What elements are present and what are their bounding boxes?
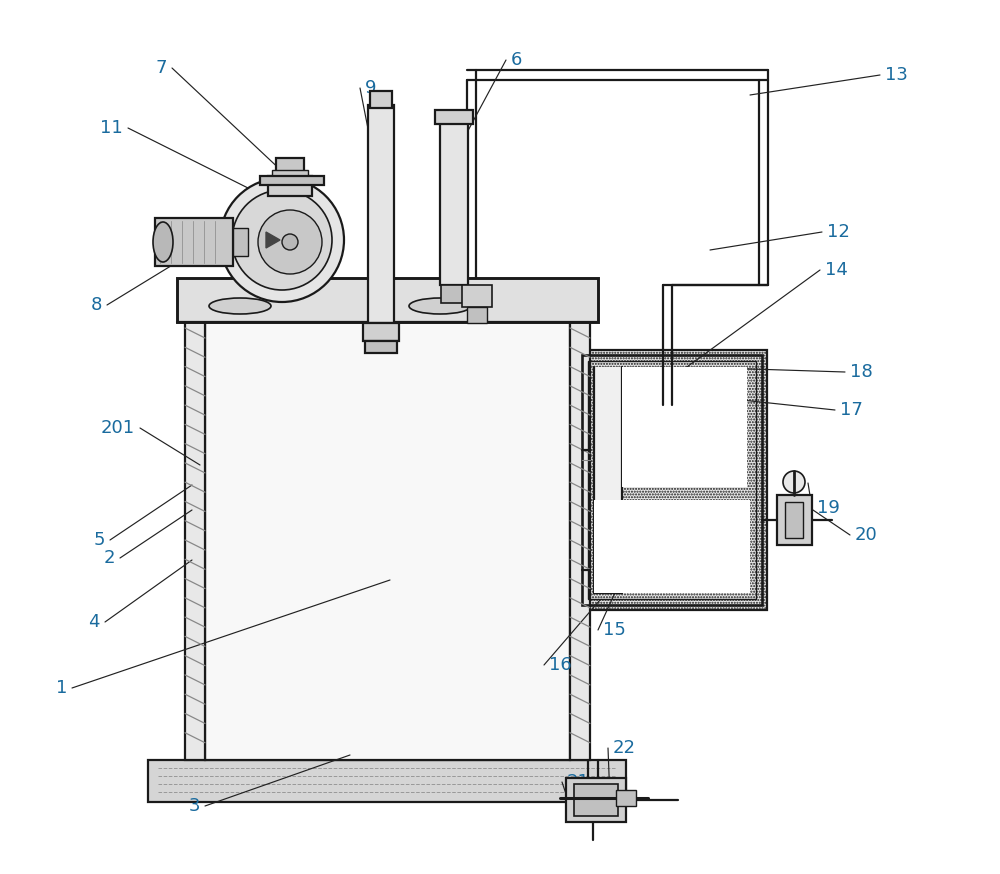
Bar: [205, 320, 570, 760]
Text: 20: 20: [855, 526, 878, 544]
Bar: [260, 176, 324, 185]
Bar: [467, 307, 487, 323]
Bar: [155, 218, 233, 266]
Bar: [588, 361, 756, 599]
Bar: [462, 285, 492, 307]
Text: 2: 2: [104, 549, 115, 567]
Bar: [148, 760, 626, 802]
Text: 9: 9: [365, 79, 376, 97]
Text: 11: 11: [100, 119, 123, 137]
Circle shape: [783, 471, 805, 493]
Ellipse shape: [153, 222, 173, 262]
Bar: [368, 105, 394, 323]
Bar: [441, 285, 467, 303]
Text: 13: 13: [885, 66, 908, 84]
Bar: [616, 790, 636, 806]
Bar: [435, 110, 473, 124]
Text: 21: 21: [567, 773, 590, 791]
Bar: [276, 158, 304, 180]
Text: 6: 6: [511, 51, 522, 69]
Bar: [622, 367, 747, 487]
Ellipse shape: [209, 298, 271, 314]
Text: 201: 201: [101, 419, 135, 437]
Bar: [440, 120, 468, 285]
Bar: [594, 367, 622, 593]
Circle shape: [220, 178, 344, 302]
Text: 16: 16: [549, 656, 572, 674]
Bar: [363, 323, 399, 341]
Circle shape: [282, 234, 298, 250]
Bar: [777, 495, 812, 545]
Bar: [185, 320, 205, 760]
Bar: [594, 500, 750, 593]
Text: 19: 19: [817, 499, 840, 517]
Bar: [785, 502, 803, 538]
Text: 7: 7: [156, 59, 167, 77]
Polygon shape: [266, 232, 280, 248]
Text: 8: 8: [91, 296, 102, 314]
Bar: [365, 341, 397, 353]
Bar: [570, 320, 590, 760]
Bar: [370, 91, 392, 108]
Text: 1: 1: [56, 679, 67, 697]
Bar: [177, 278, 598, 322]
Text: 18: 18: [850, 363, 873, 381]
Bar: [272, 170, 308, 182]
Text: 4: 4: [88, 613, 100, 631]
Bar: [268, 176, 312, 196]
Bar: [574, 784, 618, 816]
Bar: [582, 355, 762, 605]
Ellipse shape: [409, 298, 471, 314]
Text: 22: 22: [613, 739, 636, 757]
Text: 17: 17: [840, 401, 863, 419]
Bar: [233, 228, 248, 256]
Circle shape: [232, 190, 332, 290]
Bar: [566, 778, 626, 822]
Bar: [577, 350, 767, 610]
Text: 14: 14: [825, 261, 848, 279]
Text: 12: 12: [827, 223, 850, 241]
Text: 15: 15: [603, 621, 626, 639]
Text: 3: 3: [188, 797, 200, 815]
Circle shape: [258, 210, 322, 274]
Text: 5: 5: [94, 531, 105, 549]
